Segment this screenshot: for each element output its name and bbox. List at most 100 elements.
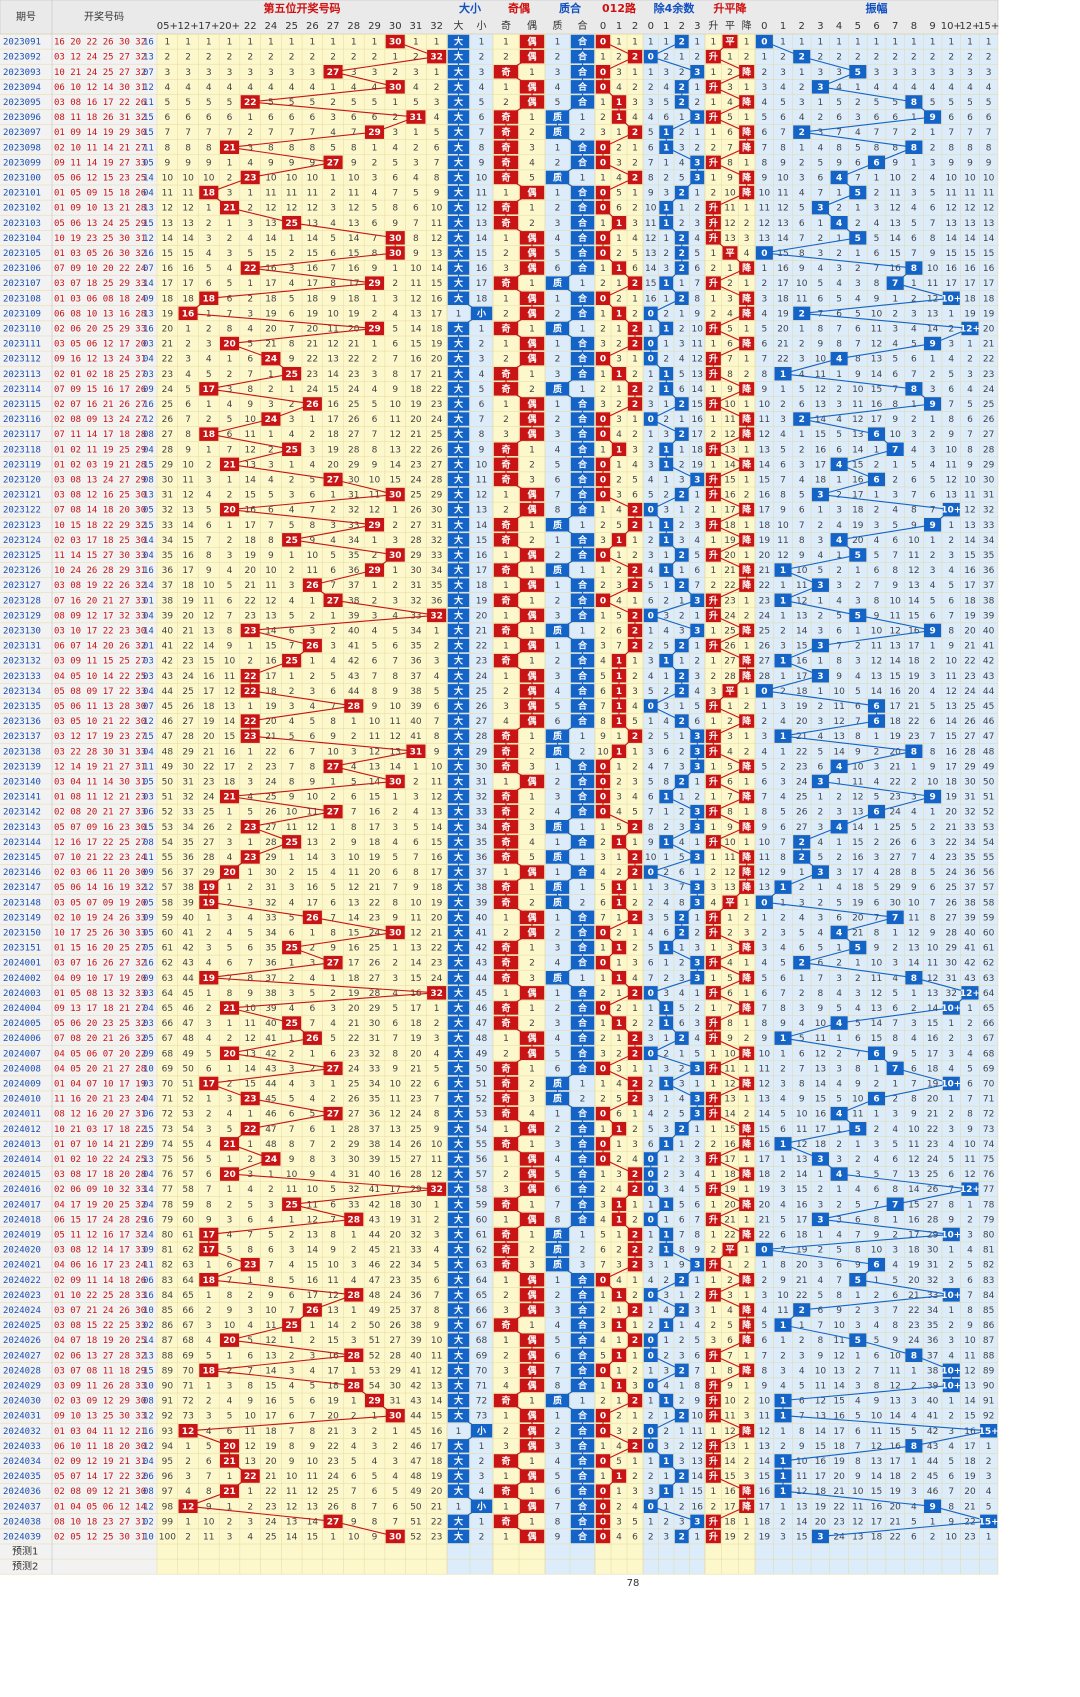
mod3-miss-count: 2 — [616, 1502, 622, 1512]
mod3-marker-label: 0 — [600, 762, 606, 772]
amp-miss-count: 7 — [780, 838, 786, 848]
pos5-miss-count: 9 — [206, 566, 212, 576]
trend-miss-count: 11 — [724, 1064, 735, 1074]
mod4-miss-count: 7 — [694, 1215, 700, 1225]
amp-miss-count: 17 — [889, 1457, 900, 1467]
pos5-miss-count: 18 — [162, 294, 174, 304]
parity-miss-count: 2 — [503, 53, 509, 63]
amp-miss-count: 22 — [927, 1125, 938, 1135]
pos5-miss-count: 9 — [247, 400, 253, 410]
pos5-miss-count: 5 — [372, 642, 378, 652]
pos5-miss-count: 22 — [348, 355, 359, 365]
prime-marker-label: 质 — [553, 322, 562, 334]
amp-miss-count: 1 — [930, 1517, 936, 1527]
amp-miss-count: 1 — [986, 1532, 992, 1542]
pos5-miss-count: 6 — [206, 279, 212, 289]
amp-miss-count: 8 — [855, 1457, 861, 1467]
pos5-miss-count: 8 — [392, 204, 398, 214]
amp-miss-count: 8 — [948, 143, 954, 153]
pos5-miss-count: 9 — [392, 1064, 398, 1074]
amp-miss-count: 33 — [927, 1291, 938, 1301]
prime-miss-count: 6 — [555, 1185, 561, 1195]
pos5-miss-count: 27 — [410, 1155, 421, 1165]
parity-marker-label: 奇 — [501, 972, 510, 984]
mod3-miss-count: 1 — [632, 657, 638, 667]
pos5-miss-count: 11 — [244, 1427, 255, 1437]
amp-miss-count: 6 — [892, 370, 898, 380]
pos5-miss-count: 3 — [309, 626, 315, 636]
pos5-miss-count: 44 — [369, 1230, 381, 1240]
size-miss-count: 29 — [476, 747, 488, 757]
prime-miss-count: 1 — [580, 173, 586, 183]
amp-miss-count: 12 — [908, 1155, 919, 1165]
size-marker — [447, 1197, 470, 1211]
pos5-miss-count: 14 — [203, 642, 215, 652]
pos5-miss-count: 2 — [330, 1095, 336, 1105]
pos5-miss-count: 37 — [348, 581, 359, 591]
trend-miss-count: 1 — [744, 1246, 750, 1256]
mod4-miss-count: 1 — [648, 1397, 654, 1407]
mod4-marker-label: 2 — [679, 1125, 685, 1135]
mod3-miss-count: 5 — [616, 823, 622, 833]
amp-miss-count: 16 — [796, 657, 808, 667]
prime-miss-count: 1 — [580, 566, 586, 576]
amp-miss-count: 12 — [946, 475, 957, 485]
amp-miss-count: 20 — [796, 717, 808, 727]
pos5-miss-count: 12 — [348, 883, 359, 893]
prime-marker-label: 合 — [578, 640, 588, 652]
pos5-miss-count: 16 — [410, 355, 422, 365]
amp-miss-count: 12 — [759, 219, 770, 229]
pos5-miss-count: 17 — [307, 898, 318, 908]
amp-miss-count: 14 — [796, 1170, 808, 1180]
pos5-miss-count: 6 — [392, 868, 398, 878]
pos5-marker — [427, 608, 447, 623]
amp-miss-count: 16 — [796, 1200, 808, 1210]
amp-miss-count: 2 — [892, 944, 898, 954]
size-miss-count: 64 — [476, 1276, 488, 1286]
amp-miss-count: 13 — [927, 989, 938, 999]
amp-miss-count: 6 — [855, 1215, 861, 1225]
pos5-marker — [240, 1469, 260, 1483]
prime-marker-label: 合 — [578, 579, 588, 591]
mod4-miss-count: 2 — [648, 83, 654, 93]
pos5-miss-count: 4 — [289, 83, 295, 93]
pos5-marker-label: 21 — [223, 1004, 236, 1014]
pos5-miss-count: 17 — [265, 279, 276, 289]
pos5-miss-count: 25 — [410, 491, 421, 501]
pos5-miss-count: 33 — [410, 611, 421, 621]
pos5-miss-count: 1 — [351, 717, 357, 727]
size-marker — [447, 804, 470, 819]
trend-miss-count: 1 — [744, 1442, 750, 1452]
mod3-miss-count: 3 — [632, 1140, 638, 1150]
trend-miss-count: 16 — [724, 1140, 736, 1150]
pos5-miss-count: 1 — [206, 913, 212, 923]
pos5-miss-count: 9 — [185, 445, 191, 455]
mod4-miss-count: 2 — [663, 1276, 669, 1286]
trend-miss-count: 9 — [727, 1381, 733, 1391]
pos5-miss-count: 13 — [286, 1517, 297, 1527]
pos5-miss-count: 1 — [206, 1261, 212, 1271]
amp-miss-count: 16 — [946, 747, 958, 757]
pos5-miss-count: 10 — [307, 173, 319, 183]
pos5-miss-count: 26 — [348, 415, 360, 425]
size-marker-label: 大 — [454, 564, 463, 576]
pos5-miss-count: 9 — [268, 1291, 274, 1301]
amp-miss-count: 11 — [964, 1155, 975, 1165]
amp-miss-count: 4 — [836, 279, 842, 289]
size-marker-label: 大 — [454, 368, 463, 380]
amp-miss-count: 6 — [761, 777, 767, 787]
size-marker — [447, 427, 470, 441]
trend-miss-count: 1 — [744, 642, 750, 652]
trend-miss-count: 25 — [724, 626, 735, 636]
pos5-miss-count: 21 — [389, 1246, 400, 1256]
amp-miss-count: 15 — [927, 1019, 938, 1029]
size-marker — [447, 382, 470, 396]
size-miss-count: 32 — [476, 793, 487, 803]
amp-miss-count: 8 — [911, 868, 917, 878]
amp-miss-count: 35 — [983, 551, 994, 561]
pos5-miss-count: 4 — [309, 83, 315, 93]
pos5-miss-count: 2 — [227, 1034, 233, 1044]
amp-miss-count: 15 — [983, 249, 994, 259]
parity-miss-count: 1 — [503, 1472, 509, 1482]
pos5-miss-count: 47 — [162, 732, 173, 742]
